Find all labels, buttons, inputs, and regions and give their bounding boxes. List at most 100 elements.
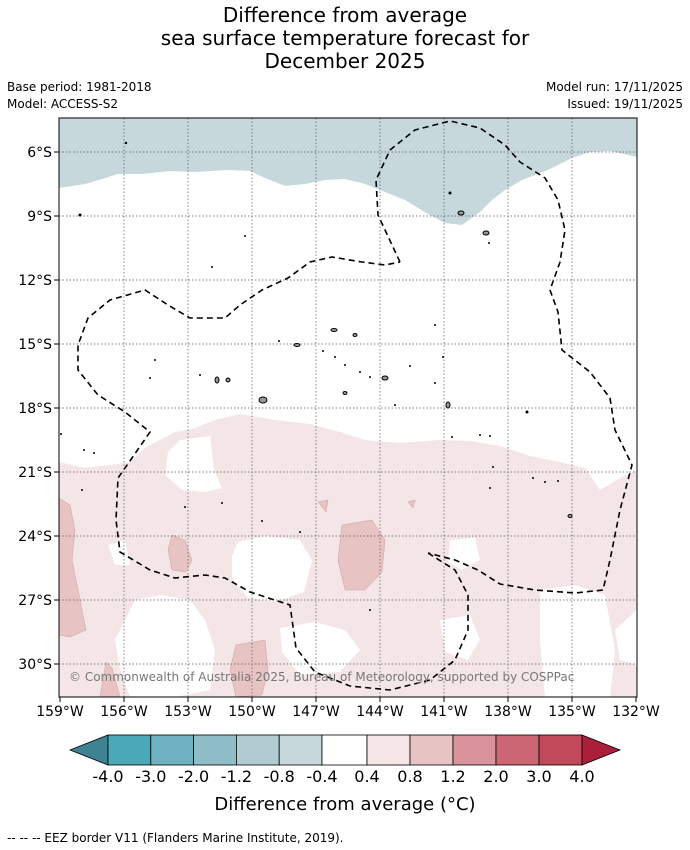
atoll bbox=[344, 364, 346, 366]
island bbox=[342, 391, 348, 395]
colorbar-tick: -1.2 bbox=[221, 767, 252, 786]
lon-label: 141°W bbox=[420, 704, 468, 720]
eez-border bbox=[77, 120, 633, 691]
atoll bbox=[211, 266, 213, 268]
island bbox=[330, 328, 338, 332]
map-area: © Commonwealth of Australia 2025, Bureau… bbox=[59, 118, 637, 697]
atoll bbox=[322, 350, 324, 352]
lon-label: 138°W bbox=[484, 704, 532, 720]
neutral-patch bbox=[280, 622, 360, 675]
neutral-patch bbox=[448, 538, 480, 570]
atoll bbox=[359, 371, 361, 373]
neutral-patch bbox=[115, 595, 215, 697]
island-group bbox=[214, 210, 573, 518]
colorbar-segment bbox=[321, 734, 368, 766]
atoll bbox=[124, 141, 128, 145]
colorbar-segment bbox=[366, 734, 411, 766]
atoll bbox=[261, 520, 263, 522]
lat-label: 6°S bbox=[27, 145, 52, 161]
island bbox=[293, 343, 301, 347]
cool-anomaly-region bbox=[59, 118, 637, 225]
atoll bbox=[489, 487, 491, 489]
colorbar-segment bbox=[235, 734, 280, 766]
issued-date: Issued: 19/11/2025 bbox=[567, 97, 683, 111]
island bbox=[445, 401, 451, 409]
lon-ticks bbox=[59, 697, 637, 702]
atoll bbox=[278, 340, 280, 342]
island bbox=[352, 333, 358, 337]
colorbar-tick: -2.0 bbox=[178, 767, 209, 786]
atoll bbox=[244, 235, 246, 237]
base-period: Base period: 1981-2018 bbox=[7, 80, 152, 94]
lon-label: 147°W bbox=[292, 704, 340, 720]
atoll bbox=[451, 436, 453, 438]
colorbar bbox=[68, 734, 622, 766]
atoll bbox=[184, 506, 186, 508]
neutral-patch bbox=[108, 540, 130, 565]
neutral-patch bbox=[232, 536, 312, 602]
atoll bbox=[369, 609, 371, 611]
colorbar-tick: 0.4 bbox=[354, 767, 379, 786]
atoll bbox=[369, 376, 371, 378]
atoll bbox=[83, 449, 85, 451]
colorbar-tick: -4.0 bbox=[92, 767, 123, 786]
lon-label: 153°W bbox=[164, 704, 212, 720]
neutral-patch bbox=[540, 585, 615, 697]
colorbar-segment bbox=[150, 734, 195, 766]
colorbar-segment bbox=[538, 734, 583, 766]
colorbar-segment bbox=[278, 734, 323, 766]
colorbar-segment bbox=[581, 734, 622, 766]
colorbar-segment bbox=[107, 734, 152, 766]
island bbox=[258, 396, 268, 404]
title-line-3: December 2025 bbox=[264, 49, 426, 73]
lat-label: 18°S bbox=[18, 401, 52, 417]
title-line-1: Difference from average bbox=[222, 3, 468, 27]
island bbox=[381, 375, 389, 381]
island bbox=[214, 376, 220, 384]
island bbox=[482, 230, 490, 236]
colorbar-tick: 1.2 bbox=[440, 767, 465, 786]
lat-label: 30°S bbox=[18, 657, 52, 673]
island bbox=[457, 210, 465, 216]
warm-patch bbox=[407, 499, 416, 509]
neutral-patch bbox=[165, 436, 222, 492]
atoll bbox=[448, 191, 452, 195]
warm-patch bbox=[317, 499, 329, 513]
neutral-patch bbox=[615, 610, 637, 665]
colorbar-tick: 2.0 bbox=[483, 767, 508, 786]
lon-label: 132°W bbox=[612, 704, 660, 720]
lon-label: 150°W bbox=[228, 704, 276, 720]
colorbar-title: Difference from average (°C) bbox=[214, 794, 475, 815]
warm-patch bbox=[167, 534, 193, 573]
atoll bbox=[154, 359, 156, 361]
atoll bbox=[81, 489, 83, 491]
eez-footnote: -- -- -- EEZ border V11 (Flanders Marine… bbox=[7, 831, 344, 845]
atoll-dots bbox=[60, 141, 559, 611]
neutral-patch bbox=[440, 615, 480, 660]
atoll bbox=[221, 502, 223, 504]
lon-label: 135°W bbox=[548, 704, 596, 720]
warm-patch bbox=[229, 639, 269, 697]
lat-label: 12°S bbox=[18, 273, 52, 289]
atoll bbox=[479, 434, 481, 436]
colorbar-segment bbox=[495, 734, 540, 766]
island bbox=[225, 377, 231, 383]
colorbar-tick: 0.8 bbox=[397, 767, 422, 786]
colorbar-tick: -3.0 bbox=[135, 767, 166, 786]
lat-ticks bbox=[54, 151, 59, 665]
atoll bbox=[525, 410, 529, 414]
atoll bbox=[488, 242, 490, 244]
atoll bbox=[149, 377, 151, 379]
atoll bbox=[409, 365, 411, 367]
atoll bbox=[199, 374, 201, 376]
colorbar-segment bbox=[193, 734, 237, 766]
lat-label: 27°S bbox=[18, 593, 52, 609]
model-run: Model run: 17/11/2025 bbox=[545, 80, 683, 94]
warm-patch bbox=[337, 519, 386, 591]
atoll bbox=[434, 382, 436, 384]
atoll bbox=[557, 480, 559, 482]
title-line-2: sea surface temperature forecast for bbox=[160, 26, 530, 50]
atoll bbox=[60, 433, 62, 435]
lon-label: 144°W bbox=[356, 704, 404, 720]
